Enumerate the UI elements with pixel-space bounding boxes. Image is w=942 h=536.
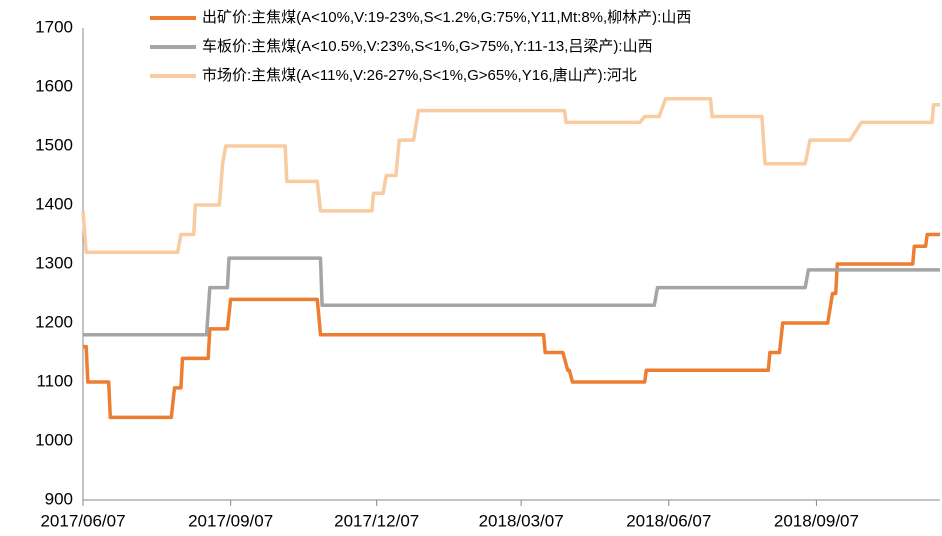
y-tick-label: 1700 <box>35 17 73 36</box>
x-tick-label: 2018/03/07 <box>479 511 564 530</box>
x-tick-label: 2018/06/07 <box>626 511 711 530</box>
y-tick-label: 1400 <box>35 194 73 213</box>
series-line <box>83 232 940 420</box>
y-tick-label: 900 <box>45 489 73 508</box>
x-tick-label: 2017/12/07 <box>334 511 419 530</box>
x-tick-label: 2017/09/07 <box>188 511 273 530</box>
y-tick-label: 1000 <box>35 430 73 449</box>
series-line <box>81 97 940 254</box>
legend-label: 车板价:主焦煤(A<10.5%,V:23%,S<1%,G>75%,Y:11-13… <box>202 37 653 55</box>
x-tick-label: 2018/09/07 <box>774 511 859 530</box>
y-tick-label: 1500 <box>35 135 73 154</box>
x-tick-label: 2017/06/07 <box>40 511 125 530</box>
legend-label: 出矿价:主焦煤(A<10%,V:19-23%,S<1.2%,G:75%,Y11,… <box>202 9 691 26</box>
legend-label: 市场价:主焦煤(A<11%,V:26-27%,S<1%,G>65%,Y16,唐山… <box>202 67 637 84</box>
y-tick-label: 1100 <box>36 371 73 390</box>
series-line <box>83 256 940 337</box>
y-tick-label: 1600 <box>35 76 73 95</box>
y-tick-label: 1200 <box>35 312 73 331</box>
y-tick-label: 1300 <box>35 253 73 272</box>
